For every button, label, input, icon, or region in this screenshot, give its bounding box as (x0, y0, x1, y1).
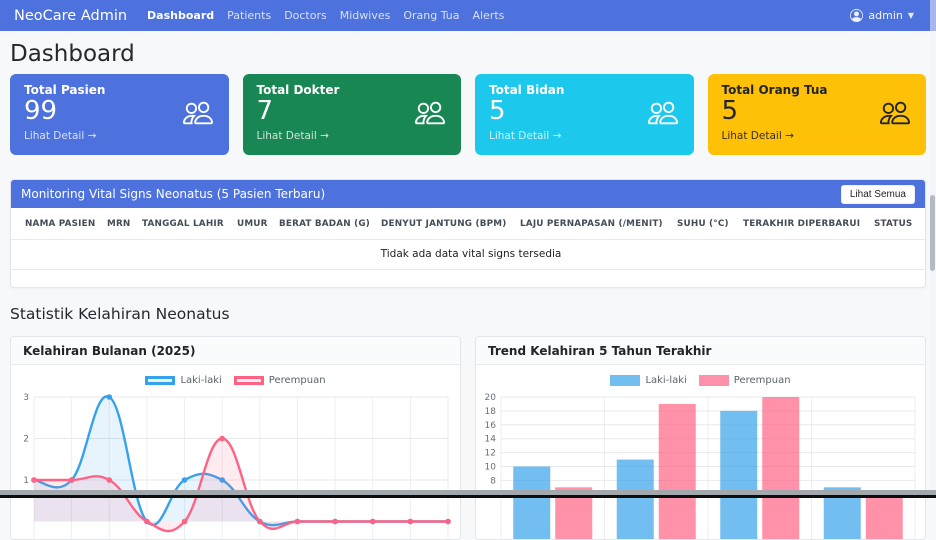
stat-card-value: 99 (24, 96, 58, 127)
stat-card-title: Total Dokter (256, 83, 340, 98)
legend-item-perempuan[interactable]: Perempuan (233, 375, 326, 387)
legend-swatch (610, 375, 641, 387)
yearly-chart-title: Trend Kelahiran 5 Tahun Terakhir (476, 337, 925, 366)
window-bottom-edge (0, 490, 936, 496)
yearly-trend-chart-card: Trend Kelahiran 5 Tahun Terakhir Laki-la… (475, 336, 926, 540)
people-icon (182, 98, 213, 132)
legend-item-perempuan[interactable]: Perempuan (698, 375, 791, 387)
svg-text:14: 14 (485, 435, 497, 445)
lihat-detail-link[interactable]: Lihat Detail → (721, 130, 794, 143)
stat-cards-row: Total Pasien 99 Lihat Detail → Total Dokter… (10, 74, 926, 156)
monthly-chart-title: Kelahiran Bulanan (2025) (11, 337, 460, 366)
svg-text:2: 2 (23, 435, 29, 445)
people-icon (647, 98, 678, 132)
legend-item-laki-laki[interactable]: Laki-laki (145, 375, 222, 387)
lihat-detail-link[interactable]: Lihat Detail → (256, 130, 329, 143)
charts-row: Kelahiran Bulanan (2025) Laki-laki Peremp… (10, 336, 926, 540)
table-header-row: NAMA PASIEN MRN TANGGAL LAHIR UMUR BERAT BAD… (11, 208, 925, 241)
legend-label: Perempuan (733, 375, 791, 387)
lihat-semua-button[interactable]: Lihat Semua (840, 184, 915, 204)
stat-card-title: Total Orang Tua (721, 83, 828, 98)
stat-card-value: 5 (489, 96, 506, 127)
nav-item-patients[interactable]: Patients (227, 9, 272, 22)
column-header-denyut-jantung-bpm: DENYUT JANTUNG (BPM) (381, 208, 520, 241)
people-icon (880, 98, 910, 132)
nav-item-alerts[interactable]: Alerts (472, 9, 505, 22)
column-header-berat-badan-g: BERAT BADAN (G) (279, 208, 381, 241)
legend-label: Laki-laki (645, 375, 687, 387)
column-header-terakhir-diperbarui: TERAKHIR DIPERBARUI (743, 208, 874, 241)
column-header-laju-pernapasan-menit: LAJU PERNAPASAN (/MENIT) (520, 208, 677, 241)
legend-swatch (233, 376, 264, 386)
svg-text:16: 16 (485, 421, 497, 431)
vital-signs-card: Monitoring Vital Signs Neonatus (5 Pasie… (10, 179, 926, 289)
brand-title[interactable]: NeoCare Admin (14, 7, 128, 24)
monthly-births-chart-card: Kelahiran Bulanan (2025) Laki-laki Peremp… (10, 336, 461, 540)
scrollbar-thumb[interactable] (930, 195, 935, 271)
column-header-umur: UMUR (237, 208, 279, 241)
svg-text:20: 20 (485, 393, 497, 403)
monthly-births-line-chart: 3 2 1 (23, 393, 451, 540)
stat-card-value: 5 (721, 96, 739, 127)
monthly-chart-legend: Laki-laki Perempuan (18, 375, 453, 386)
legend-label: Perempuan (268, 375, 326, 387)
user-label: admin (868, 9, 903, 22)
svg-text:1: 1 (23, 476, 29, 486)
table-empty-row: Tidak ada data vital signs tersedia (11, 239, 925, 271)
table-bottom-spacer (11, 270, 925, 287)
main-content: Dashboard Total Pasien 99 Lihat Detail → To… (0, 31, 936, 540)
person-circle-icon (850, 9, 864, 22)
stats-section-title: Statistik Kelahiran Neonatus (10, 305, 230, 324)
legend-swatch (145, 376, 176, 386)
svg-text:8: 8 (490, 477, 496, 487)
yearly-trend-bar-chart: 20181614121086 (485, 393, 916, 540)
caret-down-icon: ▼ (907, 11, 914, 20)
stat-card-title: Total Pasien (24, 83, 106, 98)
legend-swatch (698, 375, 729, 387)
monthly-chart-body: Laki-laki Perempuan 3 2 1 (11, 365, 460, 540)
nav-item-orang-tua[interactable]: Orang Tua (403, 9, 460, 22)
lihat-detail-link[interactable]: Lihat Detail → (24, 130, 97, 143)
top-navbar: NeoCare Admin Dashboard Patients Doctors Mi… (0, 0, 936, 31)
stat-card-title: Total Bidan (489, 83, 565, 98)
vital-signs-card-header: Monitoring Vital Signs Neonatus (5 Pasie… (11, 180, 925, 209)
column-header-tanggal-lahir: TANGGAL LAHIR (142, 208, 237, 241)
stat-card-value: 7 (256, 96, 274, 127)
column-header-mrn: MRN (107, 208, 142, 241)
nav-items: Dashboard Patients Doctors Midwives Orang Tu… (147, 9, 504, 22)
lihat-detail-link[interactable]: Lihat Detail → (489, 130, 562, 143)
svg-text:12: 12 (485, 449, 496, 459)
nav-item-midwives[interactable]: Midwives (339, 9, 391, 22)
empty-message: Tidak ada data vital signs tersedia (11, 239, 925, 271)
svg-text:10: 10 (485, 463, 497, 473)
column-header-status: STATUS (874, 208, 925, 241)
people-icon (415, 98, 445, 132)
vital-signs-table: NAMA PASIEN MRN TANGGAL LAHIR UMUR BERAT BAD… (11, 208, 925, 271)
svg-text:3: 3 (23, 393, 29, 403)
stat-card-total-bidan: Total Bidan 5 Lihat Detail → (475, 74, 694, 156)
vital-signs-title: Monitoring Vital Signs Neonatus (5 Pasie… (21, 187, 326, 202)
stat-card-total-pasien: Total Pasien 99 Lihat Detail → (10, 74, 229, 156)
column-header-suhu-c: SUHU (°C) (677, 208, 743, 241)
stat-card-total-orang-tua: Total Orang Tua 5 Lihat Detail → (707, 74, 926, 156)
user-menu[interactable]: admin ▼ (850, 9, 922, 22)
nav-item-dashboard[interactable]: Dashboard (147, 9, 215, 22)
legend-item-laki-laki[interactable]: Laki-laki (610, 375, 687, 387)
stat-card-total-dokter: Total Dokter 7 Lihat Detail → (242, 74, 461, 156)
svg-text:18: 18 (485, 407, 497, 417)
nav-item-doctors[interactable]: Doctors (284, 9, 327, 22)
window-bottom-border (0, 495, 936, 498)
yearly-chart-legend: Laki-laki Perempuan (483, 375, 918, 387)
legend-label: Laki-laki (180, 375, 222, 387)
column-header-nama-pasien: NAMA PASIEN (11, 208, 107, 241)
page-title: Dashboard (10, 41, 135, 67)
